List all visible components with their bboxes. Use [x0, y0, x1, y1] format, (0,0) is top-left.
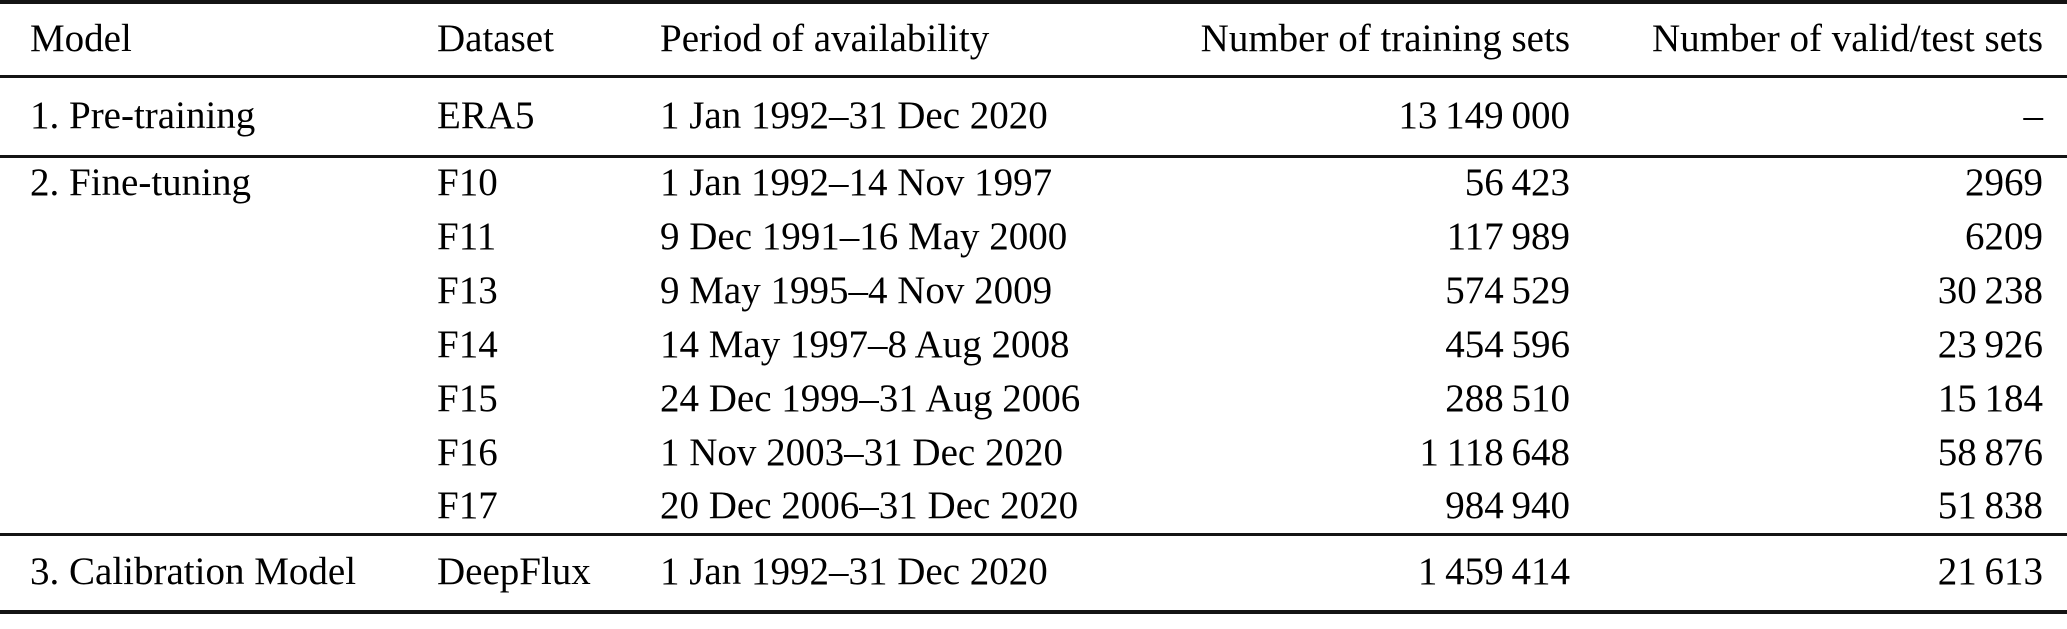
cell-validtest: 30 238 [1937, 268, 2043, 312]
cell-training: 288 510 [1445, 376, 1570, 420]
column-header-training: Number of training sets [1200, 16, 1570, 60]
table-row: F17 20 Dec 2006–31 Dec 2020 984 940 51 8… [0, 480, 2067, 534]
column-header-validtest: Number of valid/test sets [1651, 16, 2043, 60]
cell-period: 1 Jan 1992–14 Nov 1997 [660, 161, 1053, 205]
table-row: F13 9 May 1995–4 Nov 2009 574 529 30 238 [0, 264, 2067, 318]
table-row: F16 1 Nov 2003–31 Dec 2020 1 118 648 58 … [0, 426, 2067, 480]
table-row: 3. Calibration Model DeepFlux 1 Jan 1992… [0, 534, 2067, 612]
column-header-period: Period of availability [660, 16, 990, 60]
cell-dataset: F16 [437, 430, 498, 474]
cell-model [0, 210, 437, 264]
cell-training: 1 459 414 [1417, 550, 1570, 594]
cell-model [0, 264, 437, 318]
cell-dataset: F14 [437, 322, 498, 366]
cell-dataset: F15 [437, 376, 498, 420]
cell-validtest: – [2023, 93, 2044, 137]
cell-validtest: 2969 [1965, 161, 2043, 205]
section-calibration: 3. Calibration Model DeepFlux 1 Jan 1992… [0, 534, 2067, 612]
cell-validtest: 6209 [1965, 214, 2043, 258]
cell-dataset: ERA5 [437, 93, 535, 137]
cell-model [0, 426, 437, 480]
cell-training: 56 423 [1464, 161, 1570, 205]
cell-period: 9 Dec 1991–16 May 2000 [660, 214, 1068, 258]
cell-period: 1 Nov 2003–31 Dec 2020 [660, 430, 1063, 474]
cell-training: 117 989 [1446, 214, 1570, 258]
cell-model: 1. Pre-training [30, 93, 256, 137]
cell-model [0, 318, 437, 372]
cell-dataset: F13 [437, 268, 498, 312]
cell-validtest: 51 838 [1937, 483, 2043, 527]
cell-model: 2. Fine-tuning [30, 161, 251, 205]
cell-validtest: 21 613 [1937, 550, 2043, 594]
cell-period: 1 Jan 1992–31 Dec 2020 [660, 93, 1048, 137]
cell-period: 1 Jan 1992–31 Dec 2020 [660, 550, 1048, 594]
cell-period: 14 May 1997–8 Aug 2008 [660, 322, 1070, 366]
cell-training: 13 149 000 [1398, 93, 1570, 137]
cell-period: 24 Dec 1999–31 Aug 2006 [660, 376, 1081, 420]
cell-training: 574 529 [1445, 268, 1570, 312]
datasets-table: Model Dataset Period of availability Num… [0, 0, 2067, 614]
cell-model: 3. Calibration Model [30, 550, 357, 594]
cell-validtest: 23 926 [1937, 322, 2043, 366]
cell-validtest: 15 184 [1937, 376, 2043, 420]
column-header-dataset: Dataset [437, 16, 554, 60]
column-header-model: Model [30, 16, 132, 60]
table-header: Model Dataset Period of availability Num… [0, 2, 2067, 76]
table-row: F14 14 May 1997–8 Aug 2008 454 596 23 92… [0, 318, 2067, 372]
cell-model [0, 372, 437, 426]
cell-validtest: 58 876 [1937, 430, 2043, 474]
cell-dataset: F10 [437, 161, 498, 205]
table-row: 2. Fine-tuning F10 1 Jan 1992–14 Nov 199… [0, 156, 2067, 210]
section-pretraining: 1. Pre-training ERA5 1 Jan 1992–31 Dec 2… [0, 76, 2067, 156]
cell-training: 454 596 [1445, 322, 1570, 366]
cell-training: 1 118 648 [1419, 430, 1570, 474]
header-row: Model Dataset Period of availability Num… [0, 2, 2067, 76]
cell-dataset: F17 [437, 483, 498, 527]
cell-model [0, 480, 437, 534]
cell-dataset: DeepFlux [437, 550, 591, 594]
cell-period: 20 Dec 2006–31 Dec 2020 [660, 483, 1079, 527]
table-row: F15 24 Dec 1999–31 Aug 2006 288 510 15 1… [0, 372, 2067, 426]
section-finetuning: 2. Fine-tuning F10 1 Jan 1992–14 Nov 199… [0, 156, 2067, 534]
table-row: F11 9 Dec 1991–16 May 2000 117 989 6209 [0, 210, 2067, 264]
cell-training: 984 940 [1445, 483, 1570, 527]
table-row: 1. Pre-training ERA5 1 Jan 1992–31 Dec 2… [0, 76, 2067, 156]
cell-period: 9 May 1995–4 Nov 2009 [660, 268, 1053, 312]
cell-dataset: F11 [437, 214, 497, 258]
